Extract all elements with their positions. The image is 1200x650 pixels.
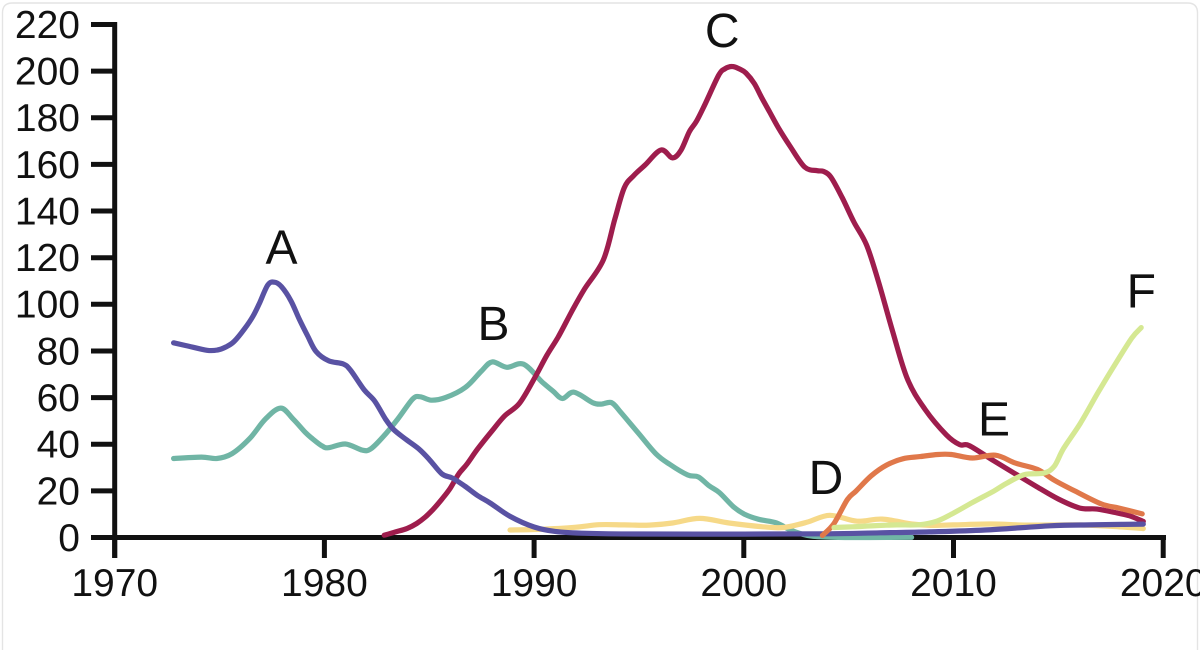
svg-text:F: F	[1127, 266, 1156, 319]
svg-text:100: 100	[15, 284, 80, 327]
svg-text:1990: 1990	[491, 562, 578, 605]
svg-text:2000: 2000	[700, 562, 787, 605]
svg-text:1970: 1970	[71, 562, 158, 605]
svg-text:D: D	[809, 452, 844, 505]
svg-text:0: 0	[58, 517, 80, 560]
svg-text:20: 20	[37, 470, 80, 513]
svg-text:60: 60	[37, 377, 80, 420]
svg-text:120: 120	[15, 237, 80, 280]
svg-text:A: A	[265, 222, 297, 275]
svg-text:2020: 2020	[1120, 562, 1200, 605]
svg-text:200: 200	[15, 51, 80, 94]
svg-text:B: B	[477, 298, 509, 351]
svg-text:160: 160	[15, 144, 80, 187]
svg-text:140: 140	[15, 190, 80, 233]
svg-text:40: 40	[37, 424, 80, 467]
svg-text:180: 180	[15, 97, 80, 140]
svg-text:C: C	[705, 5, 740, 58]
svg-text:E: E	[978, 393, 1010, 446]
svg-text:220: 220	[15, 4, 80, 47]
svg-text:80: 80	[37, 330, 80, 373]
svg-text:2010: 2010	[910, 562, 997, 605]
svg-text:1980: 1980	[281, 562, 368, 605]
